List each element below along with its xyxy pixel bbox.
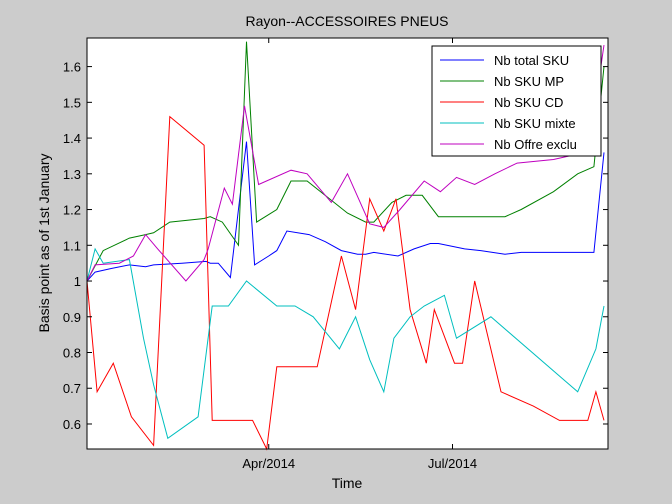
- legend-label-2: Nb SKU MP: [494, 74, 564, 89]
- legend-box: [431, 45, 602, 157]
- series-layer: [86, 41, 605, 451]
- chart-title: Rayon--ACCESSOIRES PNEUS: [245, 13, 448, 29]
- x-axis-label: Time: [332, 475, 363, 491]
- y-tick-label: 1.6: [63, 60, 81, 75]
- y-tick-label: 1.3: [63, 167, 81, 182]
- y-tick-label: 0.9: [63, 310, 81, 325]
- y-tick-label: 1.5: [63, 95, 81, 110]
- y-axis: 0.6 0.7 0.8 0.9 1 1.1 1.2 1.3 1.4 1.5 1.6: [63, 60, 608, 432]
- legend-label-3: Nb SKU CD: [494, 95, 563, 110]
- series-line-1: [86, 141, 605, 282]
- plot-frame: [86, 37, 609, 450]
- legend-label-1: Nb total SKU: [494, 53, 569, 68]
- y-tick-label: 1.2: [63, 203, 81, 218]
- y-tick-label: 1: [74, 274, 81, 289]
- legend: Nb total SKU Nb SKU MP Nb SKU CD Nb SKU mix…: [431, 45, 602, 157]
- x-tick-label: Jul/2014: [428, 456, 477, 471]
- series-line-4: [86, 247, 605, 440]
- y-tick-label: 0.7: [63, 381, 81, 396]
- x-tick-label: Apr/2014: [242, 456, 295, 471]
- y-axis-label: Basis point as of 1st January: [36, 154, 52, 333]
- legend-label-5: Nb Offre exclu: [494, 137, 577, 152]
- series-line-5: [86, 45, 605, 282]
- y-tick-label: 1.4: [63, 131, 81, 146]
- y-tick-label: 0.8: [63, 346, 81, 361]
- y-tick-label: 1.1: [63, 238, 81, 253]
- legend-label-4: Nb SKU mixte: [494, 116, 576, 131]
- y-tick-label: 0.6: [63, 417, 81, 432]
- series-line-3: [86, 115, 605, 451]
- x-axis: Apr/2014 Jul/2014: [242, 38, 477, 471]
